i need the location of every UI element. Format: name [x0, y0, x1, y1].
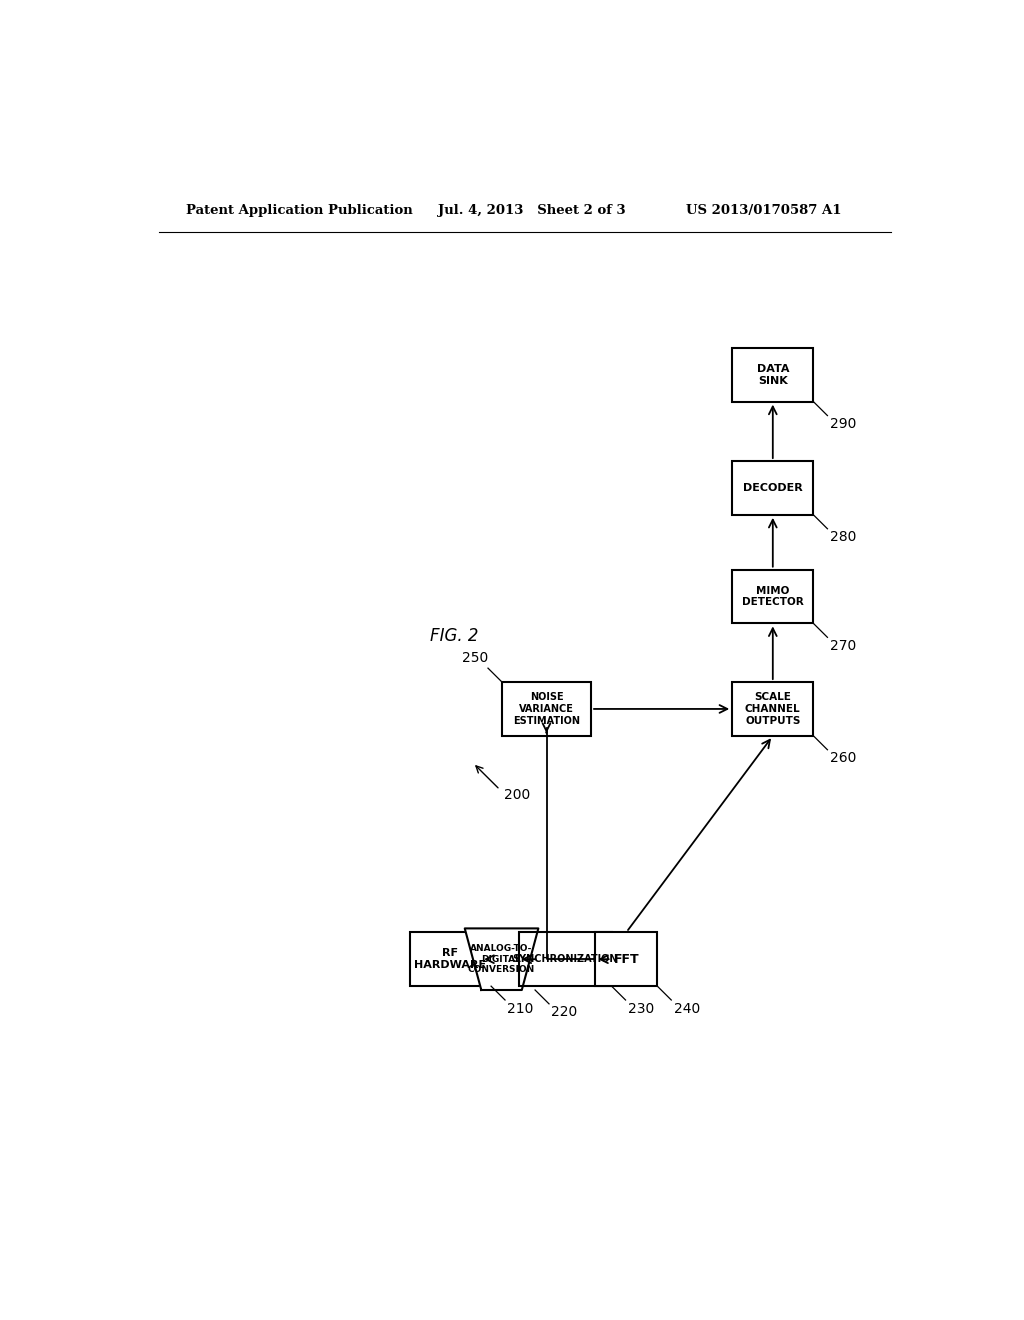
- Text: DATA
SINK: DATA SINK: [757, 364, 790, 385]
- Text: NOISE
VARIANCE
ESTIMATION: NOISE VARIANCE ESTIMATION: [513, 693, 580, 726]
- Text: SCALE
CHANNEL
OUTPUTS: SCALE CHANNEL OUTPUTS: [745, 693, 801, 726]
- Text: 210: 210: [507, 1002, 534, 1015]
- Text: FIG. 2: FIG. 2: [430, 627, 479, 644]
- Text: ANALOG-TO-
DIGITAL
CONVERSION: ANALOG-TO- DIGITAL CONVERSION: [468, 944, 536, 974]
- Text: 250: 250: [462, 651, 488, 665]
- Text: 290: 290: [829, 417, 856, 432]
- Text: 260: 260: [829, 751, 856, 766]
- Text: 220: 220: [551, 1006, 578, 1019]
- Bar: [595, 932, 657, 986]
- Text: US 2013/0170587 A1: US 2013/0170587 A1: [686, 205, 842, 218]
- Bar: [732, 461, 813, 515]
- Text: 280: 280: [829, 531, 856, 544]
- Text: 230: 230: [628, 1002, 654, 1015]
- Text: 200: 200: [504, 788, 530, 803]
- Polygon shape: [465, 928, 539, 990]
- Text: MIMO
DETECTOR: MIMO DETECTOR: [742, 586, 804, 607]
- Text: RF
HARDWARE: RF HARDWARE: [415, 948, 486, 970]
- Text: Patent Application Publication: Patent Application Publication: [186, 205, 413, 218]
- Text: SYNCHRONIZATION: SYNCHRONIZATION: [512, 954, 617, 964]
- Text: DECODER: DECODER: [743, 483, 803, 492]
- Text: 240: 240: [674, 1002, 699, 1015]
- Text: 270: 270: [829, 639, 856, 653]
- Bar: [502, 682, 591, 737]
- Bar: [518, 932, 611, 986]
- Bar: [410, 932, 492, 986]
- Text: Jul. 4, 2013   Sheet 2 of 3: Jul. 4, 2013 Sheet 2 of 3: [438, 205, 626, 218]
- Bar: [732, 570, 813, 623]
- Bar: [732, 348, 813, 401]
- Bar: [732, 682, 813, 737]
- Text: FFT: FFT: [613, 953, 639, 966]
